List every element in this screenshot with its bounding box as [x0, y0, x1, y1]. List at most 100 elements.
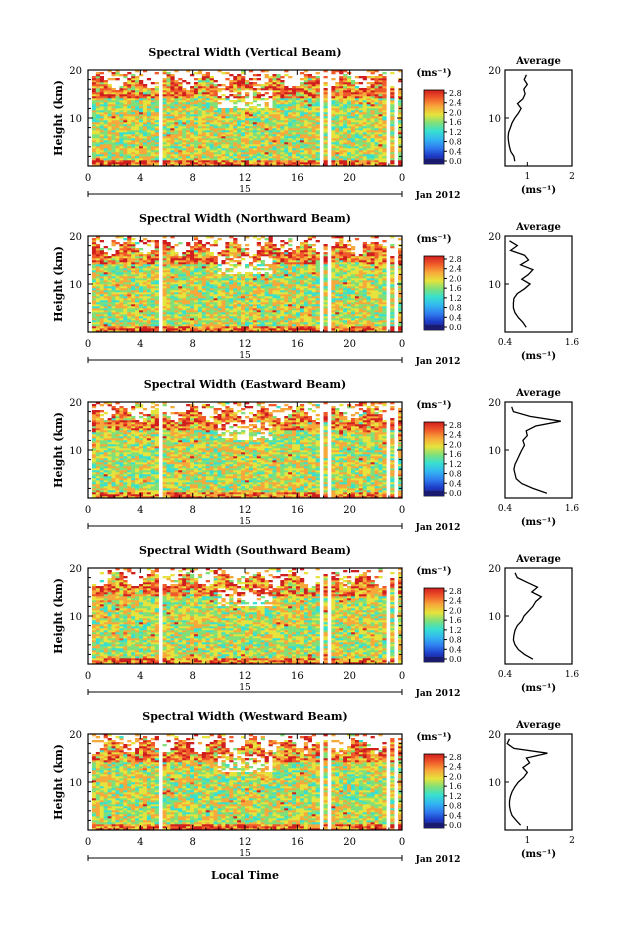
heatmap-cell: [119, 310, 123, 312]
heatmap-cell: [316, 142, 320, 144]
heatmap-cell: [343, 132, 347, 134]
heatmap-cell: [194, 256, 198, 258]
heatmap-cell: [135, 286, 139, 288]
heatmap-cell: [233, 320, 237, 322]
heatmap-cell: [170, 268, 174, 270]
heatmap-cell: [127, 284, 131, 286]
heatmap-cell: [178, 320, 182, 322]
heatmap-cell: [92, 128, 96, 130]
heatmap-cell: [112, 296, 116, 298]
heatmap-cell: [265, 160, 269, 162]
heatmap-cell: [249, 292, 253, 294]
heatmap-cell: [221, 284, 225, 286]
heatmap-cell: [214, 290, 218, 292]
heatmap-cell: [100, 144, 104, 146]
heatmap-cell: [174, 148, 178, 150]
heatmap-cell: [108, 292, 112, 294]
heatmap-cell: [151, 320, 155, 322]
heatmap-cell: [131, 92, 135, 94]
heatmap-cell: [202, 268, 206, 270]
heatmap-cell: [178, 100, 182, 102]
average-y-tick-label: 10: [488, 114, 501, 125]
heatmap-cell: [237, 114, 241, 116]
heatmap-cell: [339, 124, 343, 126]
heatmap-cell: [253, 82, 257, 84]
heatmap-cell: [292, 148, 296, 150]
heatmap-cell: [382, 88, 386, 90]
heatmap-cell: [284, 120, 288, 122]
heatmap-cell: [198, 114, 202, 116]
heatmap-cell: [253, 152, 257, 154]
heatmap-cell: [229, 280, 233, 282]
heatmap-cell: [119, 122, 123, 124]
heatmap-cell: [115, 114, 119, 116]
heatmap-cell: [167, 132, 171, 134]
heatmap-cell: [312, 142, 316, 144]
heatmap-cell: [367, 88, 371, 90]
heatmap-cell: [253, 292, 257, 294]
heatmap-cell: [265, 122, 269, 124]
heatmap-cell: [324, 102, 328, 104]
heatmap-cell: [194, 284, 198, 286]
heatmap-cell: [108, 322, 112, 324]
heatmap-cell: [178, 138, 182, 140]
heatmap-cell: [96, 318, 100, 320]
heatmap-cell: [300, 78, 304, 80]
heatmap-cell: [100, 326, 104, 328]
heatmap-cell: [261, 130, 265, 132]
heatmap-cell: [198, 300, 202, 302]
heatmap-cell: [237, 326, 241, 328]
heatmap-cell: [265, 158, 269, 160]
heatmap-cell: [104, 326, 108, 328]
heatmap-cell: [170, 116, 174, 118]
heatmap-cell: [202, 128, 206, 130]
heatmap-cell: [135, 132, 139, 134]
heatmap-cell: [382, 122, 386, 124]
heatmap-cell: [92, 324, 96, 326]
heatmap-cell: [96, 92, 100, 94]
heatmap-cell: [359, 156, 363, 158]
heatmap-cell: [108, 296, 112, 298]
heatmap-cell: [382, 100, 386, 102]
heatmap-cell: [96, 306, 100, 308]
heatmap-cell: [390, 152, 394, 154]
heatmap-cell: [253, 96, 257, 98]
heatmap-cell: [100, 290, 104, 292]
heatmap-cell: [139, 100, 143, 102]
heatmap-cell: [218, 134, 222, 136]
heatmap-cell: [143, 256, 147, 258]
heatmap-cell: [355, 130, 359, 132]
heatmap-cell: [100, 284, 104, 286]
heatmap-cell: [292, 128, 296, 130]
heatmap-cell: [182, 314, 186, 316]
heatmap-cell: [378, 88, 382, 90]
heatmap-cell: [206, 72, 210, 74]
heatmap-cell: [104, 158, 108, 160]
heatmap-cell: [300, 132, 304, 134]
heatmap-cell: [104, 104, 108, 106]
heatmap-cell: [249, 122, 253, 124]
heatmap-cell: [280, 132, 284, 134]
heatmap-cell: [194, 134, 198, 136]
heatmap-cell: [147, 118, 151, 120]
heatmap-cell: [241, 142, 245, 144]
heatmap-cell: [135, 112, 139, 114]
heatmap-cell: [233, 308, 237, 310]
heatmap-cell: [96, 150, 100, 152]
heatmap-cell: [312, 104, 316, 106]
heatmap-cell: [367, 138, 371, 140]
heatmap-cell: [249, 304, 253, 306]
heatmap-cell: [143, 264, 147, 266]
heatmap-cell: [284, 108, 288, 110]
heatmap-cell: [135, 144, 139, 146]
heatmap-cell: [371, 88, 375, 90]
heatmap-cell: [304, 106, 308, 108]
heatmap-cell: [214, 146, 218, 148]
heatmap-cell: [225, 110, 229, 112]
heatmap-cell: [304, 138, 308, 140]
heatmap-cell: [241, 324, 245, 326]
heatmap-cell: [198, 110, 202, 112]
heatmap-cell: [304, 158, 308, 160]
heatmap-cell: [300, 122, 304, 124]
heatmap-cell: [147, 158, 151, 160]
